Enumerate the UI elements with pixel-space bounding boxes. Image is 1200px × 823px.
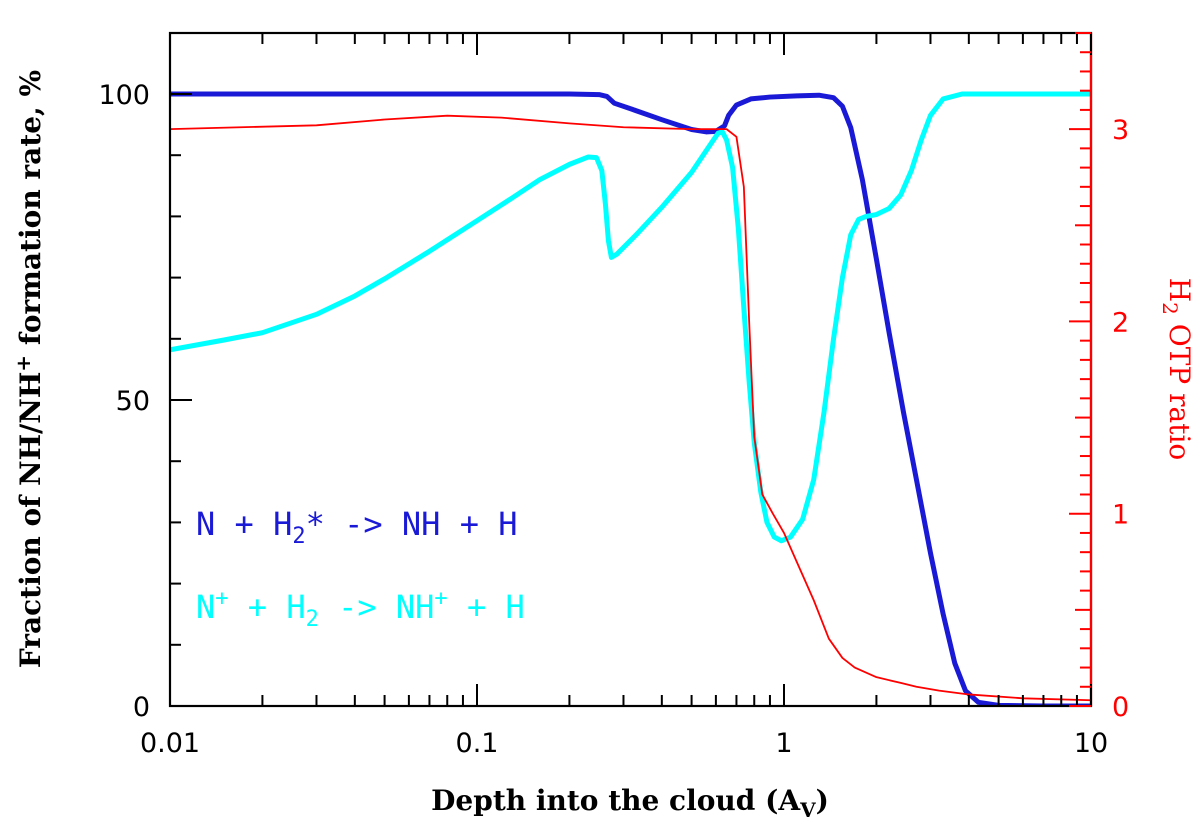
y-axis-title-sup: + <box>11 355 35 372</box>
x-axis-title: Depth into the cloud (AV) <box>431 784 829 822</box>
plot-frame <box>168 31 1093 708</box>
y2-axis-title: H2 OTP ratio <box>1158 278 1196 461</box>
y2-tick-label: 2 <box>1112 307 1129 338</box>
series-line-1 <box>170 91 1091 706</box>
y2-axis-title-sub: 2 <box>1158 302 1182 315</box>
x-axis-title-close: ) <box>816 784 829 817</box>
y2-tick-label: 3 <box>1112 115 1129 146</box>
x-axis-title-main: Depth into the cloud (A <box>431 784 801 817</box>
y-tick-label: 50 <box>116 386 150 417</box>
y-axis-title-rest: formation rate, % <box>14 70 47 355</box>
series-line-2 <box>170 91 1091 544</box>
y2-tick-label: 0 <box>1112 692 1129 723</box>
y2-tick-label: 1 <box>1112 500 1129 531</box>
y-tick-label: 0 <box>133 692 150 723</box>
x-tick-label: 10 <box>1074 728 1108 759</box>
legend-entry-1: N + H2* -> NH + H <box>196 505 518 549</box>
series-line-3 <box>170 114 1091 702</box>
y-axis-title-main: Fraction of NH/NH <box>14 372 47 668</box>
x-tick-label: 0.01 <box>140 728 200 759</box>
legend-entry-2: N+ + H2 -> NH+ + H <box>196 586 525 632</box>
x-tick-label: 1 <box>775 728 792 759</box>
y2-axis-title-main: H <box>1163 278 1196 302</box>
y-axis-title: Fraction of NH/NH+ formation rate, % <box>11 70 47 668</box>
x-axis-title-sub: V <box>799 798 816 822</box>
y2-axis-title-rest: OTP ratio <box>1163 315 1196 460</box>
x-tick-label: 0.1 <box>456 728 499 759</box>
y-tick-label: 100 <box>98 80 150 111</box>
